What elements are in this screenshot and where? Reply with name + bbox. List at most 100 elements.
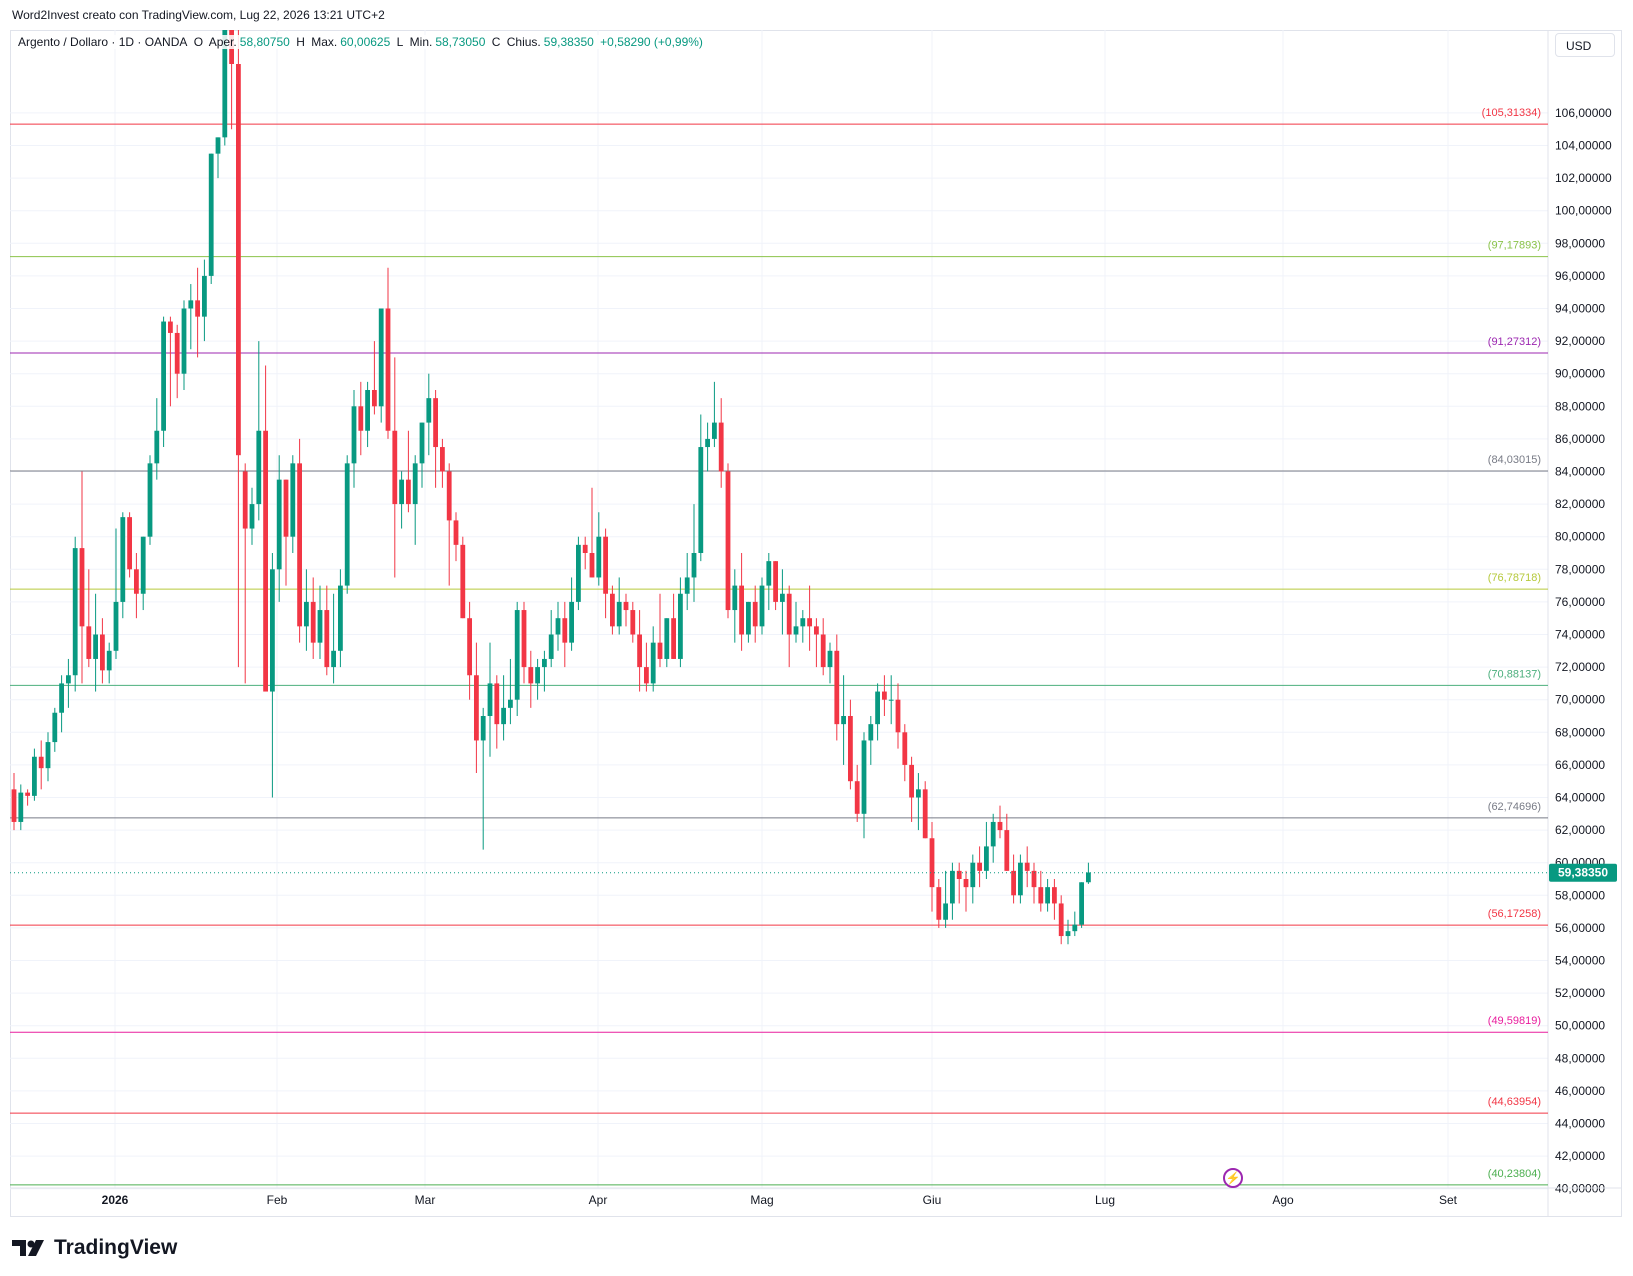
candle-body[interactable] [406, 479, 411, 505]
candle-body[interactable] [1058, 903, 1064, 937]
candle-body[interactable] [841, 716, 846, 725]
candle-body[interactable] [528, 667, 534, 684]
candle-body[interactable] [147, 463, 153, 537]
candle-body[interactable] [453, 520, 459, 545]
candle-body[interactable] [650, 642, 656, 684]
candle-body[interactable] [732, 585, 738, 611]
candle-body[interactable] [440, 447, 445, 472]
candle-body[interactable] [616, 601, 622, 627]
candle-body[interactable] [1052, 887, 1057, 904]
candle-body[interactable] [514, 610, 520, 700]
candle-body[interactable] [25, 792, 30, 796]
candle-body[interactable] [596, 536, 602, 578]
candle-body[interactable] [780, 593, 785, 602]
candle-body[interactable] [100, 634, 105, 671]
candle-body[interactable] [793, 626, 799, 635]
candle-body[interactable] [929, 838, 935, 888]
candle-body[interactable] [1004, 830, 1010, 871]
candle-body[interactable] [630, 610, 636, 635]
candle-body[interactable] [310, 601, 316, 643]
candle-body[interactable] [963, 879, 969, 888]
candle-body[interactable] [161, 321, 166, 431]
candle-body[interactable] [814, 626, 819, 635]
candle-body[interactable] [168, 321, 173, 333]
tradingview-branding[interactable]: TradingView [12, 1236, 177, 1260]
candle-body[interactable] [970, 862, 976, 888]
candle-body[interactable] [93, 634, 98, 659]
candle-body[interactable] [684, 577, 690, 594]
candle-body[interactable] [535, 667, 540, 684]
candle-body[interactable] [385, 308, 391, 431]
candle-body[interactable] [66, 675, 71, 684]
candle-body[interactable] [215, 137, 221, 154]
candle-body[interactable] [977, 862, 982, 871]
candle-body[interactable] [691, 553, 697, 578]
candle-body[interactable] [317, 610, 323, 643]
candle-body[interactable] [644, 667, 649, 684]
candle-body[interactable] [446, 471, 452, 521]
candle-body[interactable] [725, 471, 731, 611]
candle-body[interactable] [936, 887, 942, 920]
candle-body[interactable] [895, 699, 901, 733]
candle-body[interactable] [222, 0, 228, 138]
candle-body[interactable] [358, 406, 364, 431]
candle-body[interactable] [433, 398, 438, 448]
candle-body[interactable] [372, 390, 377, 407]
candle-body[interactable] [786, 593, 792, 635]
candle-body[interactable] [820, 634, 826, 668]
candle-body[interactable] [181, 308, 187, 374]
candle-body[interactable] [766, 561, 772, 586]
candle-body[interactable] [1018, 862, 1023, 896]
candle-body[interactable] [1086, 872, 1091, 883]
candle-body[interactable] [419, 422, 425, 464]
candle-body[interactable] [916, 789, 921, 798]
candle-body[interactable] [154, 430, 160, 464]
candle-body[interactable] [501, 707, 506, 725]
candle-body[interactable] [304, 601, 309, 627]
candle-body[interactable] [678, 593, 683, 659]
candle-body[interactable] [909, 764, 914, 798]
candle-body[interactable] [861, 740, 867, 814]
candle-body[interactable] [480, 716, 486, 741]
candle-body[interactable] [331, 650, 336, 668]
candle-body[interactable] [32, 756, 37, 796]
candle-body[interactable] [249, 504, 255, 529]
candle-body[interactable] [467, 618, 472, 676]
candle-body[interactable] [1011, 870, 1016, 896]
candle-body[interactable] [79, 548, 85, 627]
candle-body[interactable] [582, 544, 588, 553]
candle-body[interactable] [344, 463, 350, 586]
candle-body[interactable] [338, 585, 343, 651]
candle-body[interactable] [542, 658, 547, 668]
candle-body[interactable] [106, 650, 112, 671]
candle-body[interactable] [324, 610, 330, 668]
candle-body[interactable] [38, 756, 44, 769]
lightning-bolt-icon[interactable]: ⚡ [1223, 1168, 1243, 1188]
candle-body[interactable] [297, 463, 302, 627]
candle-body[interactable] [997, 821, 1003, 831]
candle-body[interactable] [351, 406, 357, 464]
candle-body[interactable] [127, 517, 132, 570]
candle-body[interactable] [521, 610, 527, 668]
candle-body[interactable] [113, 601, 119, 651]
candle-body[interactable] [610, 593, 615, 627]
candle-body[interactable] [739, 585, 744, 635]
candle-body[interactable] [827, 650, 833, 668]
candle-body[interactable] [718, 422, 724, 472]
candle-body[interactable] [195, 300, 200, 317]
candle-body[interactable] [603, 536, 608, 594]
candle-body[interactable] [412, 463, 418, 505]
candle-body[interactable] [657, 642, 663, 659]
candle-body[interactable] [922, 789, 928, 839]
candle-body[interactable] [1065, 931, 1071, 937]
candle-body[interactable] [494, 683, 500, 725]
candle-body[interactable] [208, 153, 214, 276]
candle-body[interactable] [202, 275, 207, 317]
candle-body[interactable] [569, 601, 574, 643]
candle-body[interactable] [276, 479, 282, 570]
candle-body[interactable] [548, 634, 554, 659]
candle-body[interactable] [1024, 862, 1030, 871]
candle-body[interactable] [800, 618, 806, 627]
candle-body[interactable] [562, 618, 568, 643]
